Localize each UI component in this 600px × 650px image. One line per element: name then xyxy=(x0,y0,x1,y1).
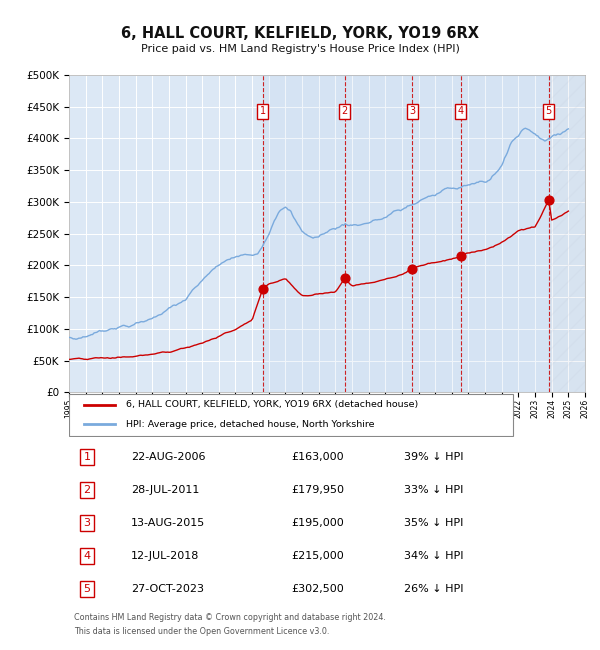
FancyBboxPatch shape xyxy=(69,394,513,436)
Text: HPI: Average price, detached house, North Yorkshire: HPI: Average price, detached house, Nort… xyxy=(126,420,374,429)
Bar xyxy=(263,75,549,393)
Text: 1: 1 xyxy=(83,452,91,462)
Text: £302,500: £302,500 xyxy=(291,584,344,594)
Text: 12-JUL-2018: 12-JUL-2018 xyxy=(131,551,199,561)
Point xyxy=(340,273,350,283)
Text: £179,950: £179,950 xyxy=(291,486,344,495)
Text: This data is licensed under the Open Government Licence v3.0.: This data is licensed under the Open Gov… xyxy=(74,627,329,636)
Text: 35% ↓ HPI: 35% ↓ HPI xyxy=(404,518,464,528)
Text: 13-AUG-2015: 13-AUG-2015 xyxy=(131,518,205,528)
Text: 2: 2 xyxy=(341,107,348,116)
Point xyxy=(258,283,268,294)
Point xyxy=(544,195,554,205)
Text: Contains HM Land Registry data © Crown copyright and database right 2024.: Contains HM Land Registry data © Crown c… xyxy=(74,613,386,622)
Text: 1: 1 xyxy=(260,107,266,116)
Text: 4: 4 xyxy=(83,551,91,561)
Text: 27-OCT-2023: 27-OCT-2023 xyxy=(131,584,204,594)
Text: Price paid vs. HM Land Registry's House Price Index (HPI): Price paid vs. HM Land Registry's House … xyxy=(140,44,460,53)
Text: 6, HALL COURT, KELFIELD, YORK, YO19 6RX (detached house): 6, HALL COURT, KELFIELD, YORK, YO19 6RX … xyxy=(126,400,418,410)
Text: £163,000: £163,000 xyxy=(291,452,344,462)
Text: 3: 3 xyxy=(83,518,91,528)
Text: 33% ↓ HPI: 33% ↓ HPI xyxy=(404,486,464,495)
Text: 3: 3 xyxy=(409,107,415,116)
Text: 5: 5 xyxy=(83,584,91,594)
Text: 34% ↓ HPI: 34% ↓ HPI xyxy=(404,551,464,561)
Text: 28-JUL-2011: 28-JUL-2011 xyxy=(131,486,199,495)
Point xyxy=(456,251,466,261)
Point xyxy=(407,263,417,274)
Text: 6, HALL COURT, KELFIELD, YORK, YO19 6RX: 6, HALL COURT, KELFIELD, YORK, YO19 6RX xyxy=(121,26,479,41)
Text: £215,000: £215,000 xyxy=(291,551,344,561)
Text: 26% ↓ HPI: 26% ↓ HPI xyxy=(404,584,464,594)
Text: 39% ↓ HPI: 39% ↓ HPI xyxy=(404,452,464,462)
Text: 5: 5 xyxy=(545,107,552,116)
Bar xyxy=(549,75,585,393)
Text: 4: 4 xyxy=(458,107,464,116)
Text: 22-AUG-2006: 22-AUG-2006 xyxy=(131,452,205,462)
Text: 2: 2 xyxy=(83,486,91,495)
Text: £195,000: £195,000 xyxy=(291,518,344,528)
